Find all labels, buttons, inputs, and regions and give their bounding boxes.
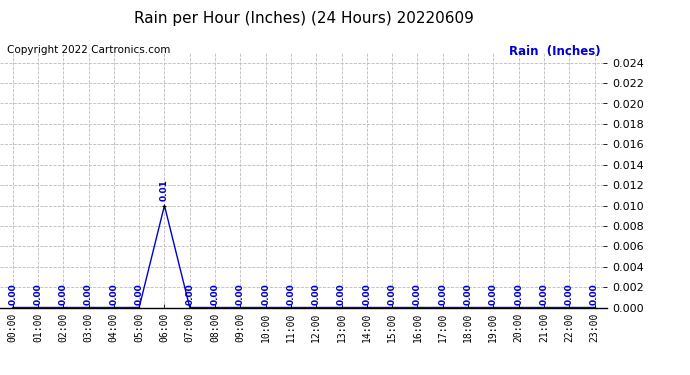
- Text: 0.00: 0.00: [388, 283, 397, 305]
- Text: 0.00: 0.00: [590, 283, 599, 305]
- Text: 0.00: 0.00: [540, 283, 549, 305]
- Text: 0.00: 0.00: [438, 283, 447, 305]
- Text: 0.01: 0.01: [160, 180, 169, 201]
- Text: 0.00: 0.00: [210, 283, 219, 305]
- Text: 0.00: 0.00: [312, 283, 321, 305]
- Text: 0.00: 0.00: [514, 283, 523, 305]
- Text: 0.00: 0.00: [362, 283, 371, 305]
- Text: Rain  (Inches): Rain (Inches): [509, 45, 600, 58]
- Text: 0.00: 0.00: [59, 283, 68, 305]
- Text: 0.00: 0.00: [564, 283, 574, 305]
- Text: 0.00: 0.00: [135, 283, 144, 305]
- Text: 0.00: 0.00: [33, 283, 43, 305]
- Text: 0.00: 0.00: [109, 283, 119, 305]
- Text: Rain per Hour (Inches) (24 Hours) 20220609: Rain per Hour (Inches) (24 Hours) 202206…: [134, 11, 473, 26]
- Text: 0.00: 0.00: [413, 283, 422, 305]
- Text: 0.00: 0.00: [464, 283, 473, 305]
- Text: 0.00: 0.00: [84, 283, 93, 305]
- Text: 0.00: 0.00: [261, 283, 270, 305]
- Text: 0.00: 0.00: [489, 283, 498, 305]
- Text: 0.00: 0.00: [185, 283, 195, 305]
- Text: 0.00: 0.00: [8, 283, 17, 305]
- Text: 0.00: 0.00: [337, 283, 346, 305]
- Text: Copyright 2022 Cartronics.com: Copyright 2022 Cartronics.com: [7, 45, 170, 55]
- Text: 0.00: 0.00: [236, 283, 245, 305]
- Text: 0.00: 0.00: [286, 283, 295, 305]
